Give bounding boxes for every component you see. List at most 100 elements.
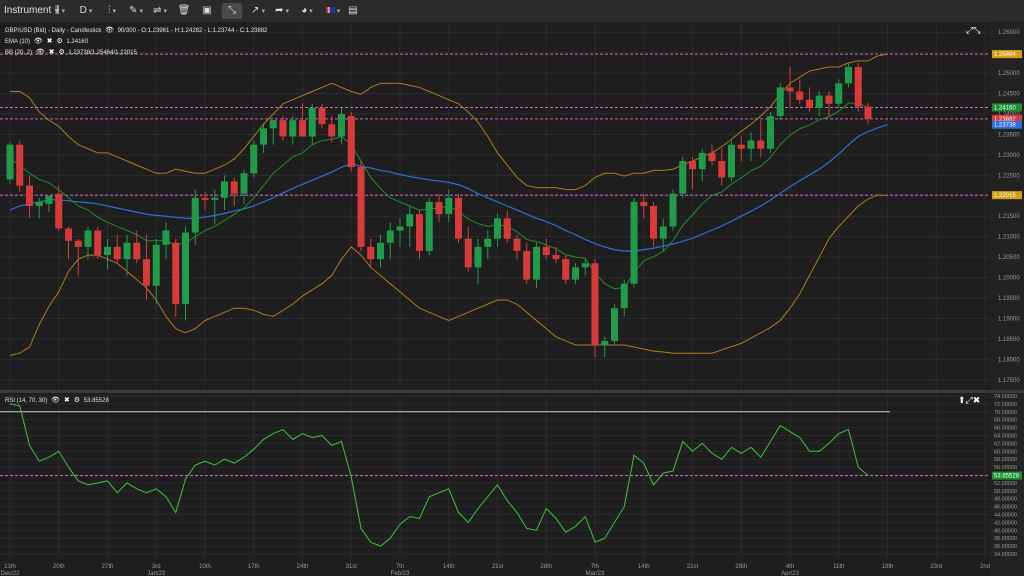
candle-body (143, 259, 150, 286)
indicator-icon[interactable]: ⇌ ▾ (153, 5, 167, 16)
candle-body (104, 246, 111, 256)
y-tick-label: 62.00000 (994, 441, 1017, 447)
chart-type-icon[interactable]: ⫼ ▾ (54, 5, 66, 16)
bb-label: BB (20, 2) (5, 50, 33, 56)
candle-body (494, 218, 501, 239)
candle-body (464, 238, 472, 268)
main-chart[interactable]: 1.260001.255001.250001.245001.240001.235… (0, 22, 1024, 392)
candle-body (591, 263, 599, 346)
y-tick-label: 1.21000 (998, 235, 1020, 241)
flag-icon[interactable]: ▾ (322, 3, 344, 19)
fit-icon[interactable]: ⤡ (222, 3, 242, 19)
draw-icon[interactable]: ⫶ ▾ (107, 5, 116, 16)
candle-body (835, 83, 843, 104)
candle-body (815, 95, 823, 108)
candle-body (854, 66, 862, 107)
y-tick-label: 1.20500 (998, 255, 1020, 261)
close-icon[interactable]: ✖ (48, 49, 55, 56)
y-axis-panel (990, 22, 1024, 390)
interval-selector[interactable]: D ▾ (79, 5, 93, 16)
price-badge-label: 1.22015 (994, 193, 1016, 199)
candle-body (396, 226, 404, 231)
expand-icon[interactable]: ⤢⤡ (966, 25, 981, 35)
candle-body (533, 246, 540, 280)
candle-body (406, 214, 414, 227)
candle-body (172, 242, 180, 305)
candle-body (728, 144, 735, 178)
gear-icon[interactable]: ⚙ (58, 49, 65, 56)
rsi-axis-panel (990, 392, 1024, 576)
pen-icon[interactable]: ✎ ▾ (129, 5, 143, 16)
candle-body (35, 201, 43, 206)
x-tick-sublabel: Feb/23 (391, 571, 410, 576)
candle-body (669, 193, 677, 227)
layout-icon[interactable]: ▣ (202, 5, 212, 16)
eye-icon[interactable]: 👁 (35, 49, 45, 56)
y-tick-label: 42.00000 (994, 520, 1017, 526)
x-tick-sublabel: Jan/23 (147, 571, 166, 576)
price-badge-label: 1.25464 (994, 52, 1016, 58)
y-tick-label: 44.00000 (994, 513, 1017, 519)
candle-body (230, 181, 238, 194)
y-tick-label: 40.00000 (994, 528, 1017, 534)
y-tick-label: 1.20000 (998, 276, 1020, 282)
gear-icon[interactable]: ⚙ (73, 397, 81, 404)
candle-body (338, 114, 345, 137)
ema-label: EMA (10) (5, 39, 31, 45)
plot-background (0, 22, 990, 390)
candle-body (455, 197, 462, 239)
candle-body (640, 201, 648, 206)
y-tick-label: 38.00000 (994, 536, 1017, 542)
x-tick-label: 13th (4, 564, 16, 570)
rsi-label: RSI (14, 70, 30) (5, 398, 48, 404)
palette-icon[interactable]: ◕ ▾ (301, 5, 313, 16)
candle-body (689, 161, 696, 170)
eye-icon[interactable]: 👁 (51, 397, 60, 404)
candle-body (796, 91, 804, 100)
candle-body (698, 152, 706, 170)
candle-body (318, 107, 326, 125)
candle-body (26, 185, 33, 206)
x-tick-label: 28th (540, 564, 552, 570)
y-tick-label: 72.00000 (994, 402, 1017, 408)
bb-value: 1.23738/1.25464/1.22015 (68, 50, 137, 56)
x-tick-label: 21st (492, 564, 504, 570)
rsi-chart[interactable]: 74.00000 72.00000 70.00000 68.00000 66.00000… (0, 392, 1024, 576)
x-tick-label: 21st (687, 564, 699, 570)
trash-icon[interactable]: 🗑▾ (177, 5, 191, 31)
bb-legend: BB (20, 2) 👁 ✖ ⚙ 1.23738/1.25464/1.22015 (5, 48, 137, 56)
candle-body (425, 201, 433, 251)
x-tick-label: 2nd (980, 564, 990, 570)
rsi-badge (992, 471, 1022, 480)
share-icon[interactable]: ➦ ▾ (275, 5, 289, 16)
y-tick-label: 66.00000 (994, 426, 1017, 432)
candle-body (650, 206, 657, 239)
y-tick-label: 1.25000 (998, 71, 1020, 77)
x-tick-label: 4th (786, 564, 794, 570)
candle-body (221, 181, 228, 198)
move-up-icon[interactable]: ⬆⤢✖ (958, 395, 981, 405)
instrument-selector[interactable]: Instrument ▼ (4, 0, 60, 22)
close-icon[interactable]: ✖ (63, 397, 70, 404)
close-icon[interactable]: ✖ (46, 38, 53, 45)
screenshot-icon[interactable]: ▤ (348, 5, 358, 16)
gear-icon[interactable]: ⚙ (56, 38, 63, 45)
candle-body (377, 242, 384, 260)
eye-icon[interactable]: 👁 (105, 27, 114, 34)
rsi-legend: RSI (14, 70, 30) 👁 ✖ ⚙ 53.85528 (5, 396, 109, 404)
x-tick-label: 10th (199, 564, 211, 570)
y-tick-label: 60.00000 (994, 449, 1017, 455)
y-tick-label: 1.19000 (998, 316, 1020, 322)
candle-body (542, 246, 550, 256)
candle-body (240, 173, 248, 194)
x-tick-label: 27th (102, 564, 114, 570)
y-tick-label: 1.18500 (998, 337, 1020, 343)
rsi-line (9, 403, 869, 547)
candle-body (65, 228, 72, 241)
eye-icon[interactable]: 👁 (33, 38, 43, 45)
price-badge (992, 50, 1022, 59)
x-tick-label: 23rd (930, 564, 942, 570)
pointer-icon[interactable]: ↗ ▾ (251, 5, 265, 16)
chevron-down-icon: ▼ (53, 8, 61, 15)
bb-upper-line (10, 53, 888, 191)
